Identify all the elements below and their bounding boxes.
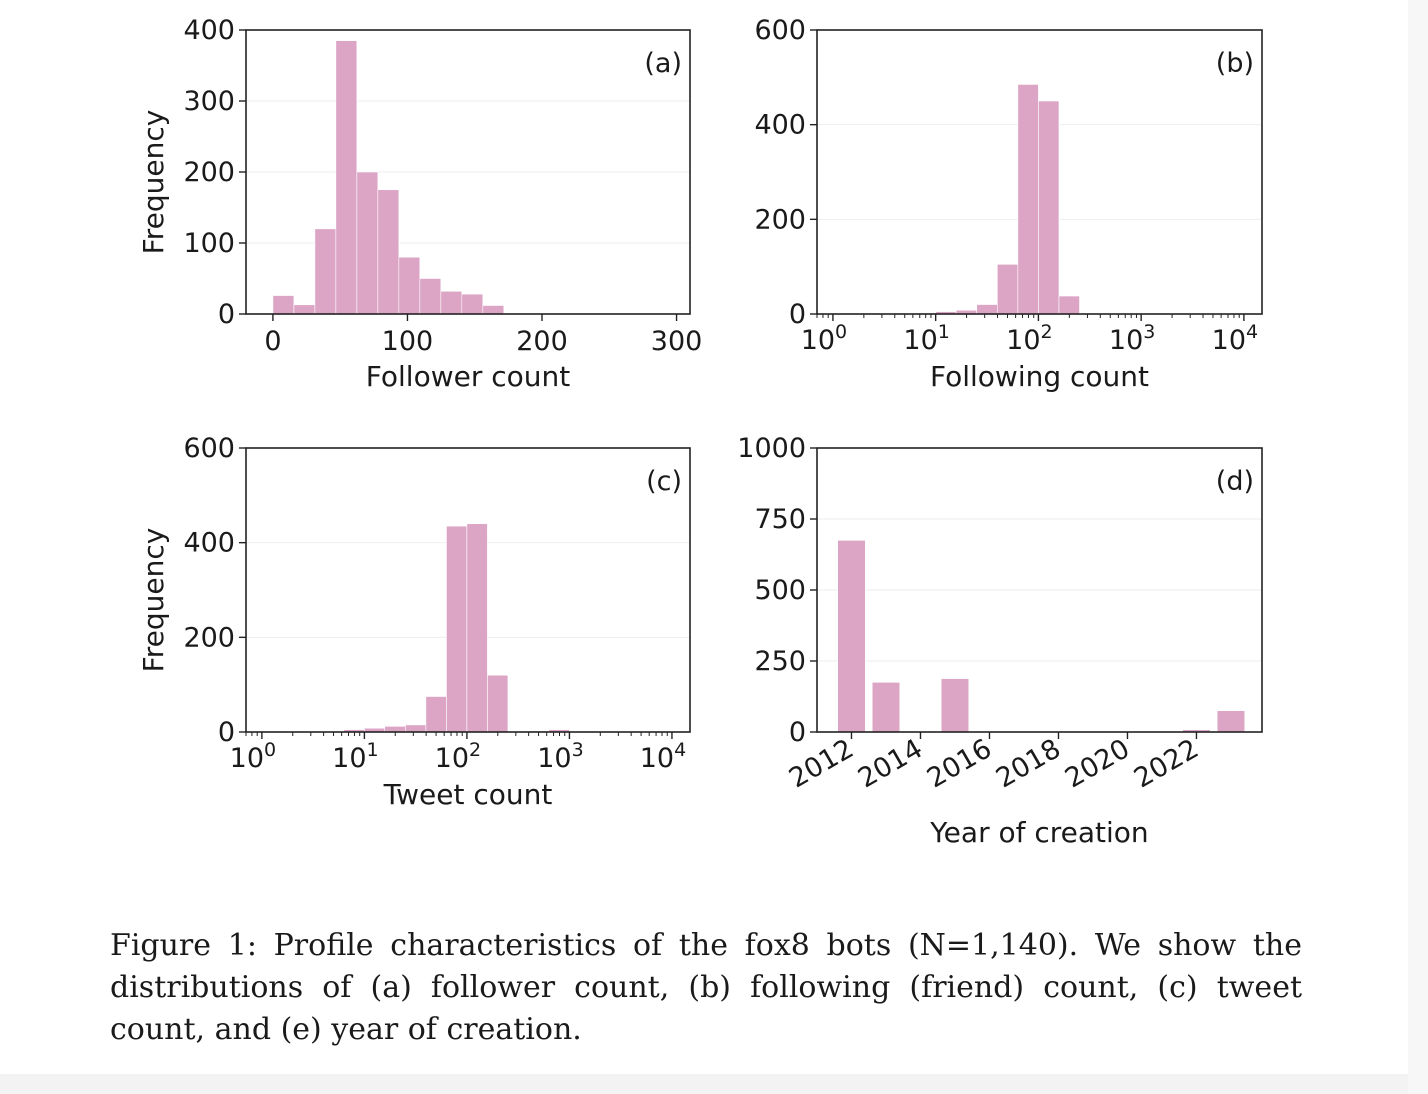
bar-c-2: [384, 726, 406, 733]
bar-c-4: [425, 696, 447, 733]
xtick-label-b-1: 101: [903, 321, 949, 356]
xtick-label-b-2: 102: [1006, 321, 1052, 356]
bar-b-6: [1038, 100, 1060, 315]
xtick-label-b-0: 100: [801, 321, 847, 356]
xtick-label-d-4: 2020: [1060, 733, 1135, 794]
ytick-label-b-0: 0: [789, 299, 806, 330]
bar-b-3: [976, 304, 998, 315]
bar-b-7: [1058, 295, 1080, 315]
xtick-label-c-2: 102: [435, 739, 481, 774]
panel-tag-b: (b): [1216, 48, 1254, 79]
ytick-label-c-3: 600: [183, 433, 235, 464]
xtick-label-b-4: 104: [1212, 321, 1258, 356]
ytick-label-d-3: 750: [754, 504, 806, 535]
xlabel-c: Tweet count: [383, 778, 553, 811]
ylabel-a: Frequency: [137, 110, 170, 255]
ytick-label-a-0: 0: [218, 299, 235, 330]
panel-tag-d: (d): [1216, 466, 1254, 497]
ytick-label-d-0: 0: [789, 717, 806, 748]
panel-b: 0 200 400 600 100 101 102 103 104 (b) Following co…: [754, 15, 1263, 393]
xlabel-d: Year of creation: [929, 816, 1148, 849]
bar-a-5: [377, 189, 400, 315]
panel-d: 02505007501000201220142016201820202022(d…: [737, 433, 1263, 849]
xtick-label-c-1: 101: [332, 739, 378, 774]
panel-a: 0 100 200 300 400 0 100 200 300 (a) Follower count…: [137, 15, 702, 393]
bar-a-9: [461, 293, 484, 315]
bar-a-7: [419, 278, 442, 315]
xtick-label-c-3: 103: [537, 739, 583, 774]
axes-frame-b: [816, 29, 1263, 315]
bar-d-11: [1216, 710, 1246, 733]
bar-a-0: [272, 295, 295, 315]
xtick-label-a-0: 0: [264, 326, 281, 357]
xtick-label-c-4: 104: [640, 739, 686, 774]
xtick-label-d-1: 2014: [853, 733, 928, 794]
ytick-label-a-2: 200: [183, 157, 235, 188]
ytick-label-a-1: 100: [183, 228, 235, 259]
xlabel-b: Following count: [930, 360, 1149, 393]
xtick-label-a-2: 200: [516, 326, 568, 357]
ytick-label-a-3: 300: [183, 86, 235, 117]
panel-tag-a: (a): [644, 48, 682, 79]
ytick-label-b-1: 200: [754, 204, 806, 235]
bar-a-8: [440, 290, 463, 315]
xtick-label-a-3: 300: [651, 326, 703, 357]
xtick-label-a-1: 100: [382, 326, 434, 357]
bar-c-6: [466, 523, 488, 733]
bar-a-6: [398, 256, 421, 315]
ylabel-c: Frequency: [137, 528, 170, 673]
right-band: [1408, 0, 1428, 1094]
bar-d-3: [940, 678, 970, 733]
ytick-label-d-2: 500: [754, 575, 806, 606]
bar-b-5: [1017, 84, 1039, 315]
ytick-label-c-2: 400: [183, 528, 235, 559]
bar-d-0: [837, 539, 866, 733]
panel-c: 0 200 400 600 100 101 102 103 104 (c) Tweet count F…: [137, 433, 691, 811]
xtick-label-d-3: 2018: [991, 733, 1066, 794]
ytick-label-a-4: 400: [183, 15, 235, 46]
bar-a-3: [335, 40, 358, 315]
bar-a-1: [293, 304, 316, 315]
xtick-label-d-2: 2016: [922, 733, 997, 794]
ytick-label-c-0: 0: [218, 717, 235, 748]
bar-a-10: [482, 305, 505, 315]
xtick-label-b-3: 103: [1109, 321, 1155, 356]
bar-a-4: [356, 171, 379, 315]
bar-d-1: [871, 681, 901, 733]
bar-c-3: [405, 724, 427, 733]
figure-caption: Figure 1: Profile characteristics of the…: [110, 928, 1302, 1047]
panel-tag-c: (c): [646, 466, 682, 497]
axes-frame-c: [245, 447, 691, 733]
bar-c-7: [487, 674, 509, 733]
ytick-label-d-1: 250: [754, 646, 806, 677]
xtick-label-c-0: 100: [230, 739, 276, 774]
ytick-label-d-4: 1000: [737, 433, 806, 464]
ytick-label-c-1: 200: [183, 622, 235, 653]
bar-a-2: [314, 228, 337, 315]
xtick-label-d-5: 2022: [1129, 733, 1204, 794]
bar-c-5: [446, 525, 468, 733]
ytick-label-b-3: 600: [754, 15, 806, 46]
bar-b-4: [997, 263, 1019, 315]
xlabel-a: Follower count: [366, 360, 570, 393]
ytick-label-b-2: 400: [754, 110, 806, 141]
bottom-band: [0, 1074, 1428, 1094]
